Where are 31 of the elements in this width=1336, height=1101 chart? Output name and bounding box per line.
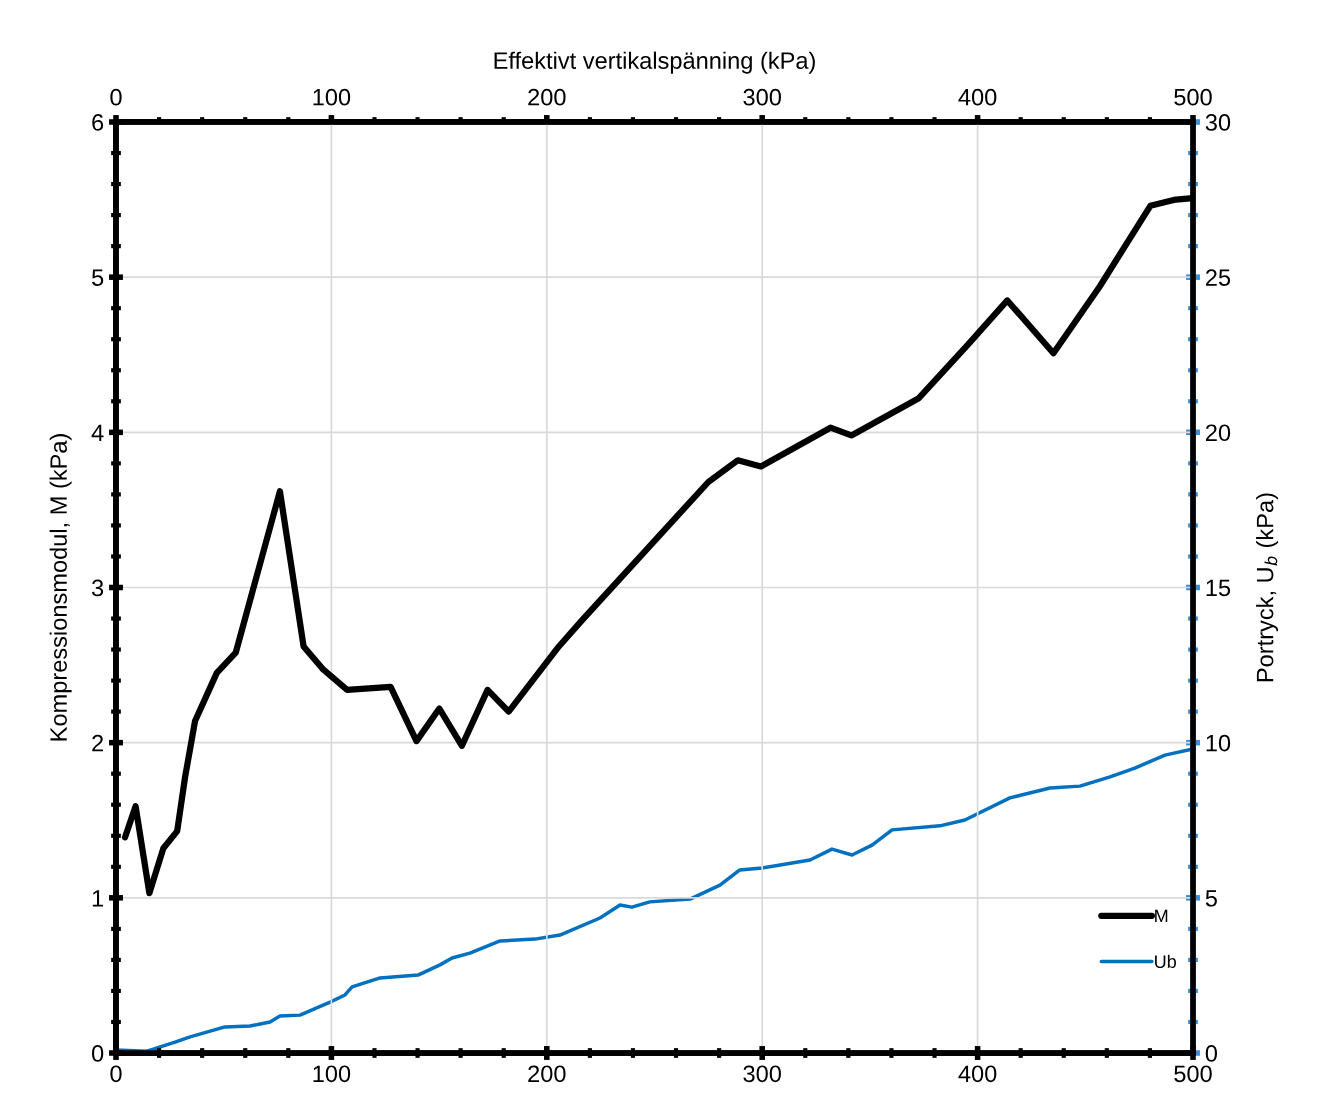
y-tick-label: 3 — [91, 579, 104, 597]
x2-tick-label: 400 — [958, 88, 997, 106]
y2-tick-label: 5 — [1205, 890, 1217, 907]
y2-tick-label: 30 — [1205, 114, 1231, 131]
y-tick-label: 2 — [92, 734, 104, 752]
y-tick-label: 5 — [92, 269, 104, 286]
x2-tick-label: 200 — [528, 88, 566, 106]
y-axis-title: Kompressionsmodul, M (kPa) — [49, 434, 72, 741]
x-tick-label: 100 — [313, 1065, 351, 1083]
x-tick-label: 400 — [958, 1065, 997, 1083]
y2-tick-label: 25 — [1205, 269, 1231, 286]
x-tick-label: 500 — [1174, 1065, 1212, 1083]
legend-label: Ub — [1155, 954, 1176, 969]
y-tick-label: 1 — [92, 890, 104, 907]
x-tick-label: 200 — [528, 1065, 566, 1083]
y2-tick-label: 15 — [1206, 579, 1231, 597]
y-tick-label: 6 — [92, 114, 104, 131]
x2-tick-label: 0 — [110, 88, 122, 106]
x2-tick-label: 500 — [1174, 88, 1212, 106]
x2-axis-title: Effektivt vertikalspänning (kPa) — [494, 51, 815, 74]
x2-tick-label: 100 — [313, 88, 351, 106]
x-tick-label: 300 — [743, 1065, 781, 1083]
x-tick-label: 0 — [110, 1065, 122, 1083]
x2-tick-label: 300 — [743, 88, 781, 106]
y2-axis-title: Portryck, U$_{b}$ (kPa) — [1256, 493, 1279, 682]
legend-label: M — [1155, 909, 1168, 923]
y-tick-label: 4 — [91, 424, 104, 441]
y-tick-label: 0 — [91, 1045, 104, 1062]
y2-tick-label: 10 — [1206, 734, 1231, 752]
y2-tick-label: 0 — [1205, 1045, 1218, 1062]
y2-tick-label: 20 — [1205, 424, 1231, 442]
